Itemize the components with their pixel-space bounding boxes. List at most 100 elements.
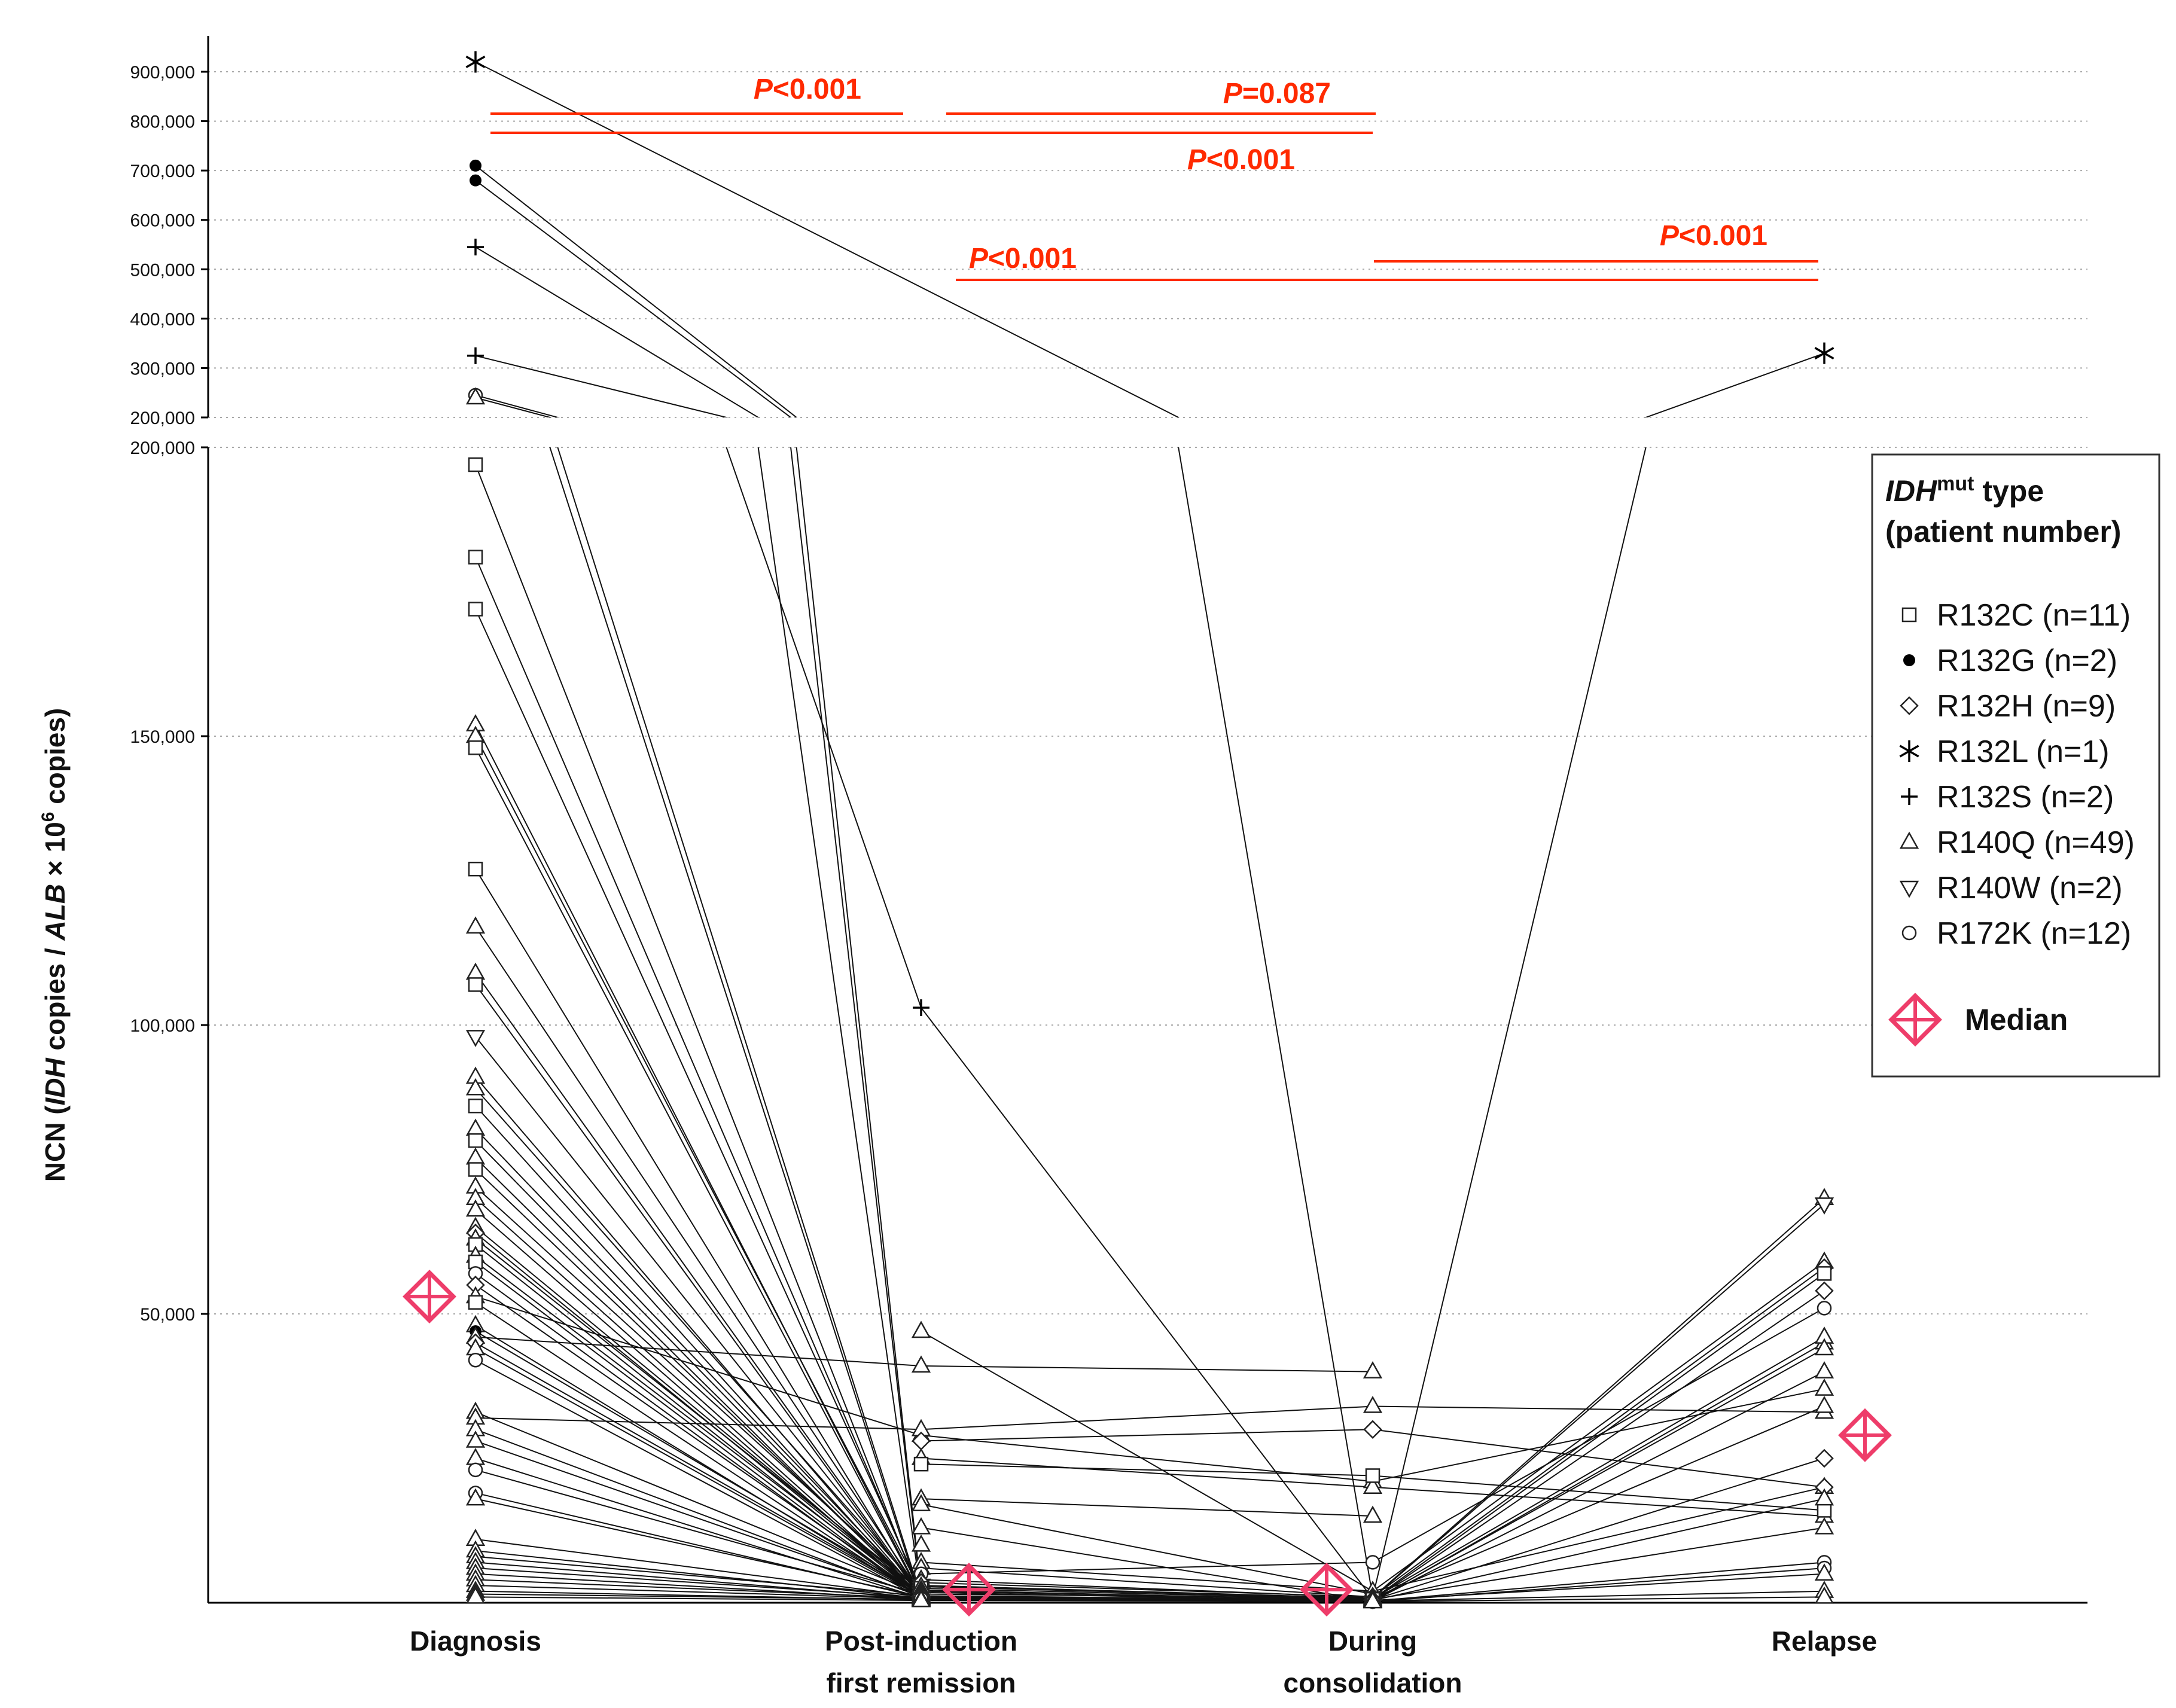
grid-lines xyxy=(208,71,2087,1314)
marker-plus xyxy=(1901,788,1918,805)
significance-annotations: P<0.001 P=0.087 P<0.001 P<0.001 P<0.001 xyxy=(490,74,1818,281)
marker-square xyxy=(468,977,483,992)
legend-entry-label: R132G (n=2) xyxy=(1937,643,2117,678)
patient-line-segment xyxy=(475,972,922,1596)
marker-triangle-up xyxy=(465,1447,486,1465)
marker-dot xyxy=(1903,654,1915,666)
p-value-label: P<0.001 xyxy=(969,243,1077,274)
marker-square xyxy=(468,550,483,565)
y-tick-label: 800,000 xyxy=(130,112,195,132)
patient-line-segment xyxy=(796,447,922,1591)
patient-line-segment xyxy=(475,179,792,417)
marker-triangle-up xyxy=(465,1586,486,1604)
patient-line-segment xyxy=(1372,1573,1825,1602)
patient-line-segment xyxy=(921,1561,1373,1575)
patient-line-segment xyxy=(921,1365,1373,1372)
marker-triangle-down xyxy=(1899,880,1919,898)
marker-triangle-up xyxy=(911,1590,931,1608)
p-value-label: P<0.001 xyxy=(754,74,861,105)
patient-line-segment xyxy=(475,165,798,417)
patient-line-segment xyxy=(1372,1371,1825,1602)
patient-line-segment xyxy=(1372,1498,1825,1602)
patient-line-segment xyxy=(475,1284,922,1597)
patient-line-segment xyxy=(475,1336,922,1367)
patient-line-segment xyxy=(475,926,922,1595)
x-category-label-line2: consolidation xyxy=(1284,1667,1462,1698)
y-tick-label: 400,000 xyxy=(130,310,195,330)
marker-triangle-up xyxy=(911,1355,931,1373)
patient-line-segment xyxy=(475,1498,922,1597)
patient-line-segment xyxy=(475,1255,922,1595)
marker-circle xyxy=(1365,1555,1380,1570)
legend-box xyxy=(1871,453,2160,1078)
x-category-label: Diagnosis xyxy=(410,1625,541,1657)
patient-line-segment xyxy=(475,1440,922,1597)
median-marker xyxy=(1300,1563,1354,1616)
marker-diamond xyxy=(1815,1281,1834,1301)
patient-line-segment xyxy=(549,447,922,1600)
marker-triangle-up xyxy=(465,1199,486,1217)
lower-panel-lines xyxy=(475,447,1825,1603)
marker-triangle-up xyxy=(1814,1563,1834,1581)
patient-line-segment xyxy=(921,1585,1373,1599)
patient-line-segment xyxy=(475,1238,922,1592)
marker-square xyxy=(468,602,483,617)
marker-square xyxy=(1901,607,1917,623)
patient-line-segment xyxy=(475,1076,922,1597)
legend-entry-label: R140Q (n=49) xyxy=(1937,825,2135,860)
marker-triangle-up xyxy=(465,1147,486,1165)
patient-line-segment xyxy=(475,1457,922,1599)
marker-square xyxy=(468,1133,483,1148)
patient-line-segment xyxy=(1372,1261,1825,1592)
patient-line-segment xyxy=(1372,1429,1825,1488)
patient-line-segment xyxy=(921,1331,1373,1592)
marker-triangle-down xyxy=(1814,1197,1834,1215)
patient-line-segment xyxy=(475,1411,922,1595)
patient-line-segment xyxy=(557,447,922,1597)
patient-line-segment xyxy=(757,447,922,1596)
patient-line-segment xyxy=(475,1556,922,1597)
x-category-label-line2: first remission xyxy=(827,1667,1016,1698)
patient-line-segment xyxy=(475,1596,922,1602)
marker-square xyxy=(468,457,483,472)
median-marker xyxy=(942,1563,996,1616)
y-tick-label: 100,000 xyxy=(130,1016,195,1036)
marker-asterisk xyxy=(1814,342,1834,364)
marker-square xyxy=(468,740,483,755)
patient-line-segment xyxy=(475,355,729,417)
marker-square xyxy=(468,1098,483,1114)
patient-line-segment xyxy=(921,1007,1373,1599)
marker-triangle-up xyxy=(1899,831,1919,849)
patient-line-segment xyxy=(921,1585,1373,1600)
patient-line-segment xyxy=(1372,1273,1825,1600)
patient-line-segment xyxy=(921,1593,1373,1599)
legend-entry-label: R140W (n=2) xyxy=(1937,871,2123,905)
patient-line-segment xyxy=(475,1359,922,1599)
marker-square xyxy=(1817,1503,1832,1518)
patient-line-segment xyxy=(1372,1475,1825,1511)
patient-line-segment xyxy=(475,1301,922,1599)
marker-circle xyxy=(468,1462,483,1478)
patient-line-segment xyxy=(1372,1203,1825,1599)
patient-line-segment xyxy=(1372,447,1647,1597)
marker-diamond xyxy=(1900,696,1919,715)
patient-line-segment xyxy=(475,1169,922,1597)
patient-line-segment xyxy=(1372,1290,1825,1600)
marker-triangle-up xyxy=(1814,1488,1834,1506)
legend-entry-label: R132C (n=11) xyxy=(1937,598,2131,633)
upper-panel-lines xyxy=(475,61,1825,417)
patient-line-segment xyxy=(475,246,760,417)
patient-line-segment xyxy=(475,1342,922,1597)
marker-asterisk xyxy=(465,51,486,73)
x-category-label: Post-induction xyxy=(825,1625,1017,1657)
marker-triangle-up xyxy=(465,916,486,934)
patient-line-segment xyxy=(1178,447,1373,1597)
x-category-label: Relapse xyxy=(1772,1625,1877,1657)
marker-circle xyxy=(1817,1301,1832,1316)
p-value-label: P<0.001 xyxy=(1187,144,1295,176)
x-category-label: During xyxy=(1328,1625,1417,1657)
patient-line-segment xyxy=(790,447,922,1594)
patient-line-segment xyxy=(726,447,922,1008)
marker-triangle-down xyxy=(465,1030,486,1047)
y-tick-label: 500,000 xyxy=(130,260,195,280)
